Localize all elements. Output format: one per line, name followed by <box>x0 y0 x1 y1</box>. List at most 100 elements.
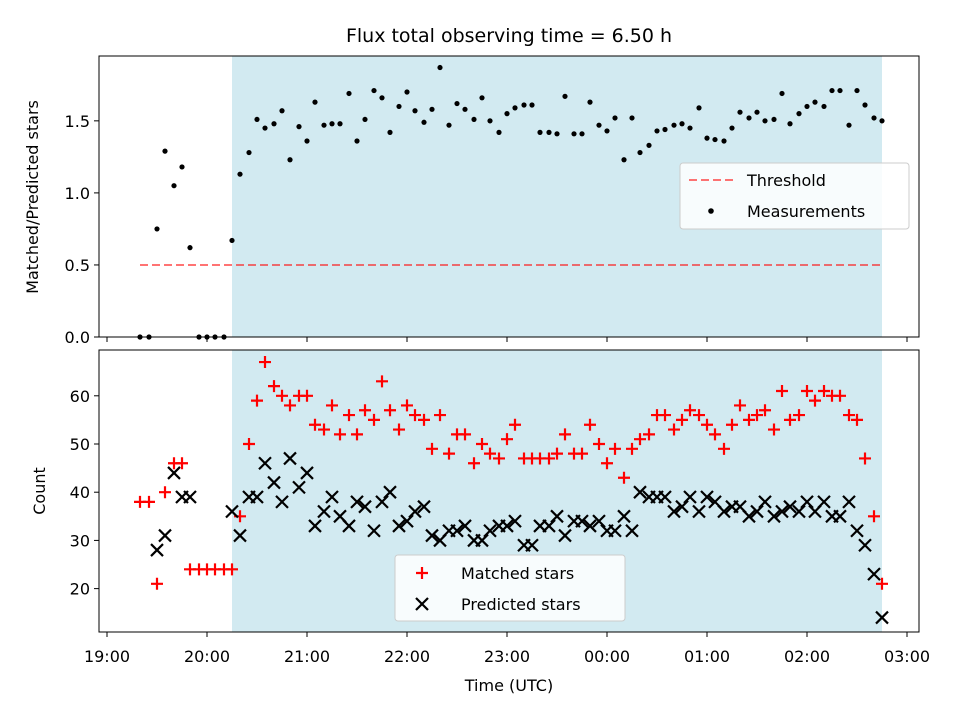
predicted-stars-point <box>258 456 272 471</box>
measurements-point <box>696 105 702 111</box>
predicted-stars-point <box>608 523 622 538</box>
measurements-point <box>871 115 877 121</box>
predicted-stars-point <box>150 543 164 557</box>
matched-stars-point <box>284 399 296 412</box>
measurements-point <box>362 116 368 123</box>
measurements-point <box>171 183 177 189</box>
predicted-stars-point <box>483 523 497 538</box>
x-tick-label: 23:00 <box>484 647 530 666</box>
measurements-point <box>237 171 243 177</box>
measurements-point <box>454 100 460 107</box>
ratio-panel: 0.0 0.5 1.0 1.5 Matched/Predicted stars Thr… <box>23 55 920 347</box>
predicted-stars-point <box>775 504 789 519</box>
predicted-stars-point <box>283 451 297 466</box>
predicted-stars-point <box>817 495 831 509</box>
measurements-point <box>437 64 443 71</box>
measurements-point <box>754 109 760 115</box>
matched-stars-point <box>668 423 680 436</box>
measurements-point <box>687 125 693 131</box>
predicted-stars-point <box>625 523 639 538</box>
matched-stars-point <box>418 413 430 426</box>
matched-stars-point <box>401 399 413 412</box>
matched-stars-point <box>443 447 455 460</box>
measurements-legend-swatch <box>708 208 714 214</box>
matched-stars-point <box>818 384 830 397</box>
y-tick-label: 60 <box>70 387 90 406</box>
measurements-point <box>837 87 843 94</box>
matched-stars-point <box>368 413 380 426</box>
measurements-point <box>337 121 343 127</box>
predicted-stars-point <box>300 466 314 480</box>
predicted-stars-point <box>550 509 564 524</box>
matched-stars-point <box>876 577 888 590</box>
matched-stars-point <box>351 428 363 441</box>
measurements-point <box>637 149 643 156</box>
predicted-stars-point <box>383 485 397 499</box>
matched-stars-point <box>584 418 596 431</box>
predicted-stars-point <box>617 509 631 524</box>
matched-stars-point <box>659 409 671 422</box>
predicted-stars-point <box>233 528 247 543</box>
matched-stars-point <box>268 380 280 393</box>
matched-stars-point <box>359 404 371 417</box>
matched-stars-point <box>676 413 688 426</box>
measurements-point <box>571 131 577 137</box>
time-x-axis-title: Time (UTC) <box>464 676 553 695</box>
measurements-point <box>704 135 710 141</box>
measurements-point <box>421 119 427 125</box>
predicted-stars-legend-label: Predicted stars <box>461 595 581 614</box>
measurements-point <box>771 116 777 123</box>
matched-stars-point <box>493 452 505 465</box>
measurements-point <box>654 128 660 134</box>
measurements-point <box>246 149 252 156</box>
predicted-stars-point <box>850 523 864 538</box>
matched-stars-point <box>609 442 621 455</box>
matched-stars-point <box>393 423 405 436</box>
x-tick-label: 19:00 <box>84 647 130 666</box>
predicted-stars-point <box>317 504 331 519</box>
measurements-point <box>604 128 610 134</box>
predicted-stars-point <box>375 495 389 509</box>
ratio-x-ticks <box>106 337 908 342</box>
matched-stars-point <box>468 457 480 470</box>
measurements-point <box>662 126 668 133</box>
count-y-axis: 20 30 40 50 60 <box>70 387 99 599</box>
matched-stars-point <box>543 452 555 465</box>
y-tick-label: 0.5 <box>65 256 90 275</box>
matched-stars-point <box>384 404 396 417</box>
predicted-stars-point <box>183 490 197 504</box>
matched-stars-point <box>601 457 613 470</box>
x-tick-label: 20:00 <box>184 647 230 666</box>
measurements-point <box>446 122 452 128</box>
predicted-stars-point <box>658 490 672 504</box>
predicted-stars-point <box>475 533 489 548</box>
x-tick-label: 22:00 <box>384 647 430 666</box>
matched-stars-point <box>751 409 763 422</box>
matched-stars-point <box>593 438 605 450</box>
predicted-stars-point <box>225 504 239 519</box>
measurements-point <box>287 157 293 163</box>
predicted-stars-point <box>158 528 172 543</box>
matched-stars-point <box>509 418 521 431</box>
matched-stars-legend-swatch <box>416 567 428 579</box>
predicted-stars-point <box>867 567 881 581</box>
measurements-point <box>462 106 468 112</box>
matched-stars-point <box>484 447 496 460</box>
predicted-stars-point <box>450 523 464 538</box>
predicted-stars-point <box>592 514 606 528</box>
matched-stars-point <box>434 409 446 422</box>
matched-stars-point <box>326 399 338 412</box>
measurements-point <box>712 136 718 143</box>
measurements-point <box>779 90 785 97</box>
ratio-marks <box>137 64 885 340</box>
predicted-stars-point <box>308 519 322 533</box>
x-tick-label: 21:00 <box>284 647 330 666</box>
measurements-point <box>487 118 493 124</box>
matched-stars-point <box>776 384 788 397</box>
matched-stars-point <box>318 423 330 436</box>
matched-stars-point <box>834 389 846 402</box>
measurements-point <box>387 129 393 135</box>
measurements-point <box>296 124 302 130</box>
measurements-point <box>587 99 593 105</box>
predicted-stars-point <box>342 519 356 533</box>
